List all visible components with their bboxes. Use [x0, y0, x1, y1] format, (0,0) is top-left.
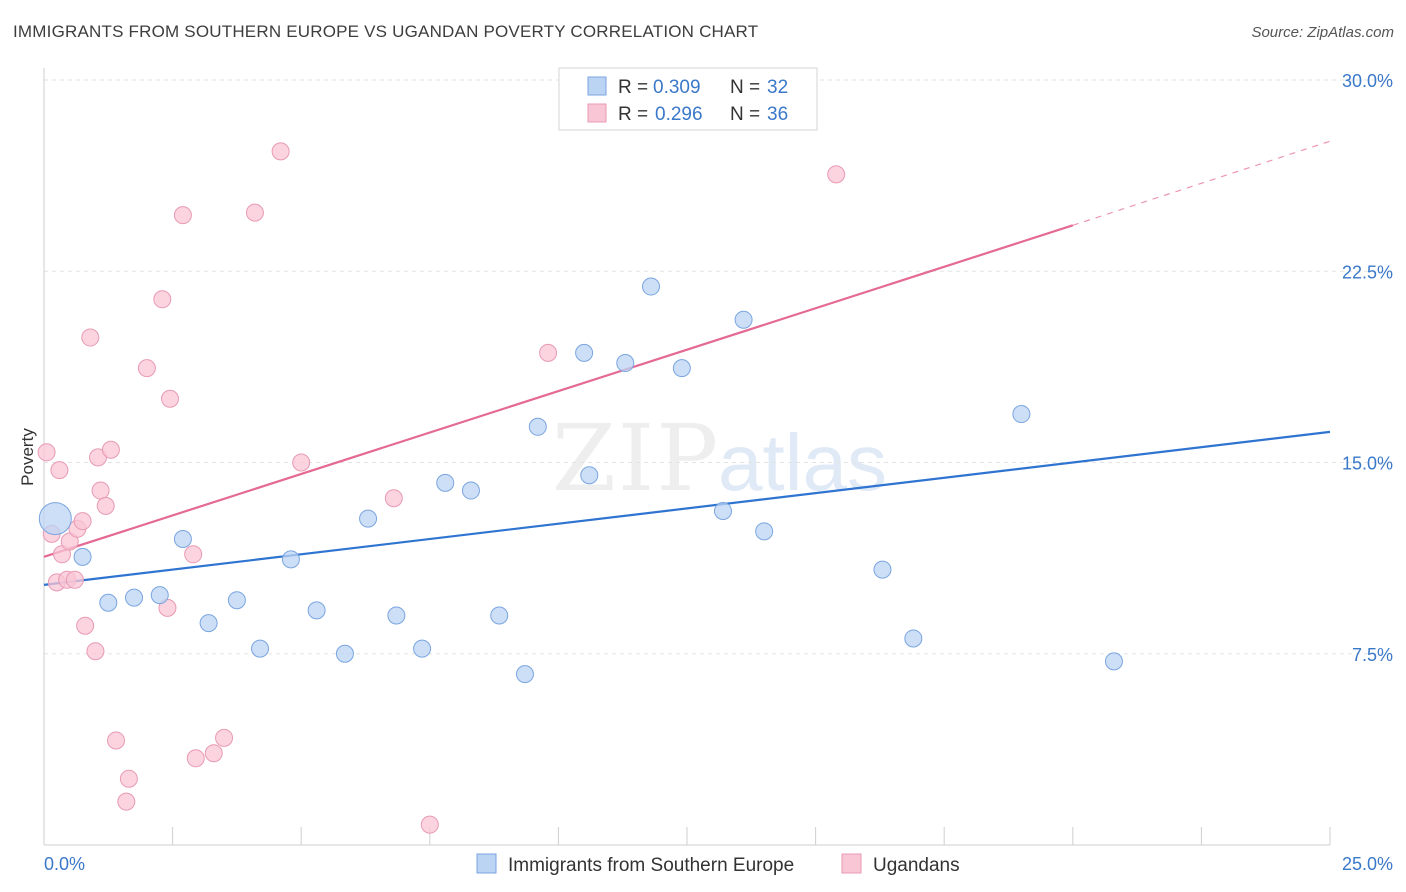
point-southern-europe — [307, 601, 326, 620]
point-ugandans — [153, 290, 172, 309]
chart-title: IMMIGRANTS FROM SOUTHERN EUROPE VS UGAND… — [13, 22, 759, 41]
point-ugandans — [91, 481, 110, 500]
y-axis-label: Poverty — [18, 428, 37, 486]
y-tick-label: 22.5% — [1342, 262, 1393, 282]
x-tick-label-max: 25.0% — [1342, 854, 1393, 874]
point-ugandans — [76, 616, 95, 635]
point-southern-europe — [413, 639, 432, 658]
trend-line-ugandans-extension — [1072, 140, 1331, 226]
point-southern-europe — [515, 665, 534, 684]
legend-r-label-blue: R = — [618, 77, 648, 98]
legend-swatch-pink — [587, 103, 607, 123]
point-ugandans — [204, 744, 223, 763]
point-southern-europe — [672, 359, 691, 378]
point-southern-europe — [575, 343, 594, 362]
point-ugandans — [186, 749, 205, 768]
point-southern-europe — [755, 522, 774, 541]
point-ugandans — [827, 165, 846, 184]
point-southern-europe — [904, 629, 923, 648]
point-southern-europe — [490, 606, 509, 625]
series-legend: Immigrants from Southern Europe Ugandans — [476, 853, 960, 876]
trend-line-southern-europe — [43, 430, 1331, 586]
point-southern-europe — [387, 606, 406, 625]
point-ugandans — [107, 731, 126, 750]
point-ugandans — [173, 206, 192, 225]
point-southern-europe — [436, 473, 455, 492]
point-ugandans — [65, 570, 84, 589]
point-southern-europe — [335, 644, 354, 663]
point-ugandans — [161, 389, 180, 408]
gridlines — [44, 79, 1393, 655]
x-tick-label-min: 0.0% — [44, 854, 85, 874]
point-ugandans — [96, 496, 115, 515]
point-southern-europe — [38, 502, 72, 536]
point-southern-europe — [125, 588, 144, 607]
series-southern-europe — [38, 277, 1123, 684]
point-southern-europe — [359, 509, 378, 528]
bottom-legend-swatch-blue — [476, 853, 497, 874]
point-ugandans — [420, 815, 439, 834]
trend-line-ugandans — [43, 224, 1074, 558]
point-southern-europe — [281, 550, 300, 569]
point-ugandans — [119, 769, 138, 788]
bottom-legend-swatch-pink — [841, 853, 862, 874]
point-ugandans — [539, 343, 558, 362]
point-southern-europe — [461, 481, 480, 500]
legend-n-value-blue: 32 — [767, 77, 788, 98]
y-tick-label: 15.0% — [1342, 454, 1393, 474]
point-southern-europe — [734, 310, 753, 329]
point-ugandans — [86, 642, 105, 661]
point-southern-europe — [528, 417, 547, 436]
watermark-zip: ZIP — [552, 405, 720, 512]
bottom-legend-label-blue: Immigrants from Southern Europe — [508, 855, 794, 876]
legend-n-label-blue: N = — [730, 77, 760, 98]
point-southern-europe — [641, 277, 660, 296]
point-ugandans — [137, 359, 156, 378]
point-ugandans — [73, 512, 92, 531]
y-tick-labels: 7.5% 15.0% 22.5% 30.0% — [1342, 71, 1393, 665]
point-southern-europe — [150, 586, 169, 605]
point-ugandans — [101, 440, 120, 459]
point-southern-europe — [227, 591, 246, 610]
point-southern-europe — [199, 614, 218, 633]
point-ugandans — [37, 443, 56, 462]
x-ticks — [43, 827, 1331, 845]
watermark: ZIP atlas — [552, 405, 887, 512]
legend-r-value-pink: 0.296 — [655, 104, 703, 125]
point-southern-europe — [1104, 652, 1123, 671]
point-southern-europe — [173, 530, 192, 548]
stats-legend: R = 0.309 N = 32 R = 0.296 N = 36 — [558, 67, 818, 131]
point-ugandans — [292, 453, 311, 472]
point-southern-europe — [616, 354, 635, 373]
source-label: Source: ZipAtlas.com — [1251, 24, 1394, 41]
point-southern-europe — [1012, 405, 1031, 424]
bottom-legend-label-pink: Ugandans — [873, 855, 960, 876]
y-tick-label: 7.5% — [1352, 645, 1393, 665]
point-southern-europe — [251, 639, 270, 658]
series-ugandans — [37, 142, 846, 834]
point-ugandans — [245, 203, 264, 222]
point-southern-europe — [99, 593, 118, 612]
y-tick-label: 30.0% — [1342, 71, 1393, 91]
point-ugandans — [215, 728, 234, 747]
point-ugandans — [50, 461, 69, 480]
watermark-atlas: atlas — [718, 418, 887, 507]
legend-n-label-pink: N = — [730, 104, 760, 125]
point-southern-europe — [873, 560, 892, 579]
legend-r-label-pink: R = — [618, 104, 648, 125]
point-ugandans — [184, 545, 203, 564]
trend-lines — [43, 140, 1331, 586]
legend-n-value-pink: 36 — [767, 104, 788, 125]
point-ugandans — [271, 142, 290, 161]
legend-swatch-blue — [587, 76, 607, 96]
legend-r-value-blue: 0.309 — [653, 77, 701, 98]
point-ugandans — [81, 328, 100, 347]
point-ugandans — [384, 489, 403, 508]
point-southern-europe — [73, 547, 92, 566]
point-ugandans — [117, 792, 136, 811]
point-southern-europe — [580, 466, 599, 485]
point-southern-europe — [714, 501, 733, 520]
